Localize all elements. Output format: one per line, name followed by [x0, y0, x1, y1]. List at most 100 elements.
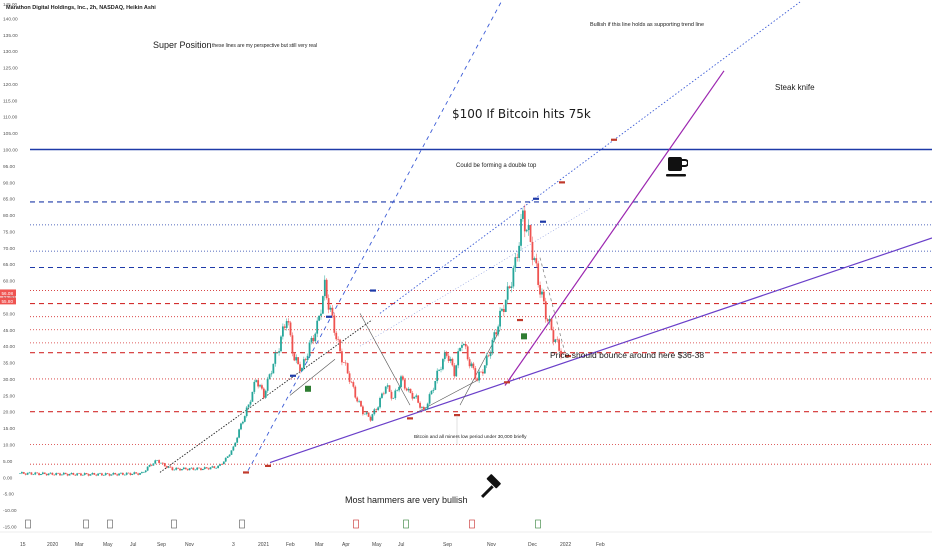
candle-body [375, 409, 378, 410]
candle-body [175, 467, 178, 470]
candle-body [247, 404, 250, 408]
candle-body [516, 257, 519, 258]
candle-body [230, 450, 233, 455]
candle-body [339, 339, 341, 352]
candle-body [426, 403, 429, 409]
candle-body [30, 472, 33, 475]
candle-body [527, 225, 530, 231]
candle-body [165, 466, 168, 468]
candle-body [139, 473, 141, 475]
candle-body [419, 402, 421, 408]
signal-marker [540, 220, 546, 223]
candle-body [255, 380, 258, 382]
candle-body [455, 365, 458, 377]
y-tick-label: 120.00 [3, 82, 18, 88]
green-coffee-badge [521, 333, 527, 340]
candle-body [36, 472, 39, 474]
candle-body [483, 365, 486, 374]
candle-body [278, 351, 280, 353]
candle-body [85, 473, 88, 475]
candle-body [457, 351, 460, 366]
candle-body [207, 468, 210, 470]
candle-body [529, 225, 532, 242]
candle-body [472, 363, 475, 369]
candle-body [358, 401, 360, 402]
candle-body [80, 473, 82, 476]
y-tick-label: 140.00 [3, 16, 18, 22]
candle-body [190, 467, 193, 469]
y-tick-label: 65.00 [3, 262, 15, 268]
candle-body [403, 379, 406, 389]
y-tick-label: 110.00 [3, 115, 18, 121]
y-tick-label: 30.00 [3, 377, 15, 383]
candle-body [474, 368, 477, 379]
purple-support-trendline [269, 237, 932, 464]
candle-body [377, 407, 380, 410]
candle-body [160, 462, 162, 464]
candle-body [224, 457, 227, 462]
channel-line [359, 313, 411, 406]
candle-body [19, 473, 21, 474]
candle-body [350, 381, 353, 383]
candle-body [550, 318, 553, 331]
candle-body [373, 409, 376, 415]
candle-body [68, 473, 71, 476]
candle-body [241, 421, 244, 424]
candle-body [131, 473, 134, 475]
candle-body [97, 473, 100, 476]
y-tick-label: 20.00 [3, 410, 15, 416]
candle-body [371, 414, 374, 421]
candle-body [470, 363, 473, 367]
candle-body [422, 406, 425, 410]
candle-body [392, 398, 395, 399]
candle-body [21, 472, 23, 474]
candle-body [318, 315, 320, 321]
y-tick-label: 105.00 [3, 131, 18, 137]
x-tick-label: 2021 [258, 542, 269, 548]
candle-body [558, 339, 561, 351]
candle-body [144, 470, 147, 473]
annotation-super-position: Super Position [153, 40, 212, 50]
candle-body [243, 416, 246, 422]
y-tick-label: 40.00 [3, 344, 15, 350]
candle-body [421, 406, 423, 408]
candle-body [72, 472, 75, 475]
candle-body [150, 465, 153, 466]
y-tick-label: 70.00 [3, 246, 15, 252]
candle-body [257, 380, 260, 387]
candle-body [141, 472, 143, 474]
candle-body [262, 388, 265, 398]
y-tick-label: 115.00 [3, 98, 18, 104]
candle-body [135, 472, 138, 474]
candle-body [47, 473, 50, 476]
candle-body [89, 474, 92, 476]
candle-body [211, 466, 214, 468]
candle-body [504, 299, 507, 312]
candle-body [522, 210, 524, 219]
event-marker [353, 519, 359, 529]
candle-body [546, 319, 549, 322]
candle-body [156, 460, 159, 461]
candle-body [331, 307, 334, 316]
candle-body [70, 472, 73, 474]
annotation-hammers: Most hammers are very bullish [345, 495, 468, 505]
candle-body [181, 468, 183, 471]
candle-body [451, 358, 454, 366]
candle-body [198, 467, 200, 469]
annotation-perspective: these lines are my perspective but still… [212, 43, 318, 49]
signal-marker [290, 374, 296, 377]
candle-body [447, 355, 450, 361]
candle-body [219, 464, 221, 466]
y-tick-label: 25.00 [3, 393, 15, 399]
x-tick-label: Nov [487, 542, 496, 548]
candle-body [215, 468, 218, 469]
candle-body [259, 385, 261, 387]
candle-body [93, 473, 96, 475]
candle-body [512, 267, 515, 287]
candle-body [274, 352, 277, 364]
candle-body [41, 472, 44, 474]
top-price-label: 145.00 [3, 2, 17, 7]
candle-body [365, 412, 368, 414]
candle-body [312, 337, 315, 342]
